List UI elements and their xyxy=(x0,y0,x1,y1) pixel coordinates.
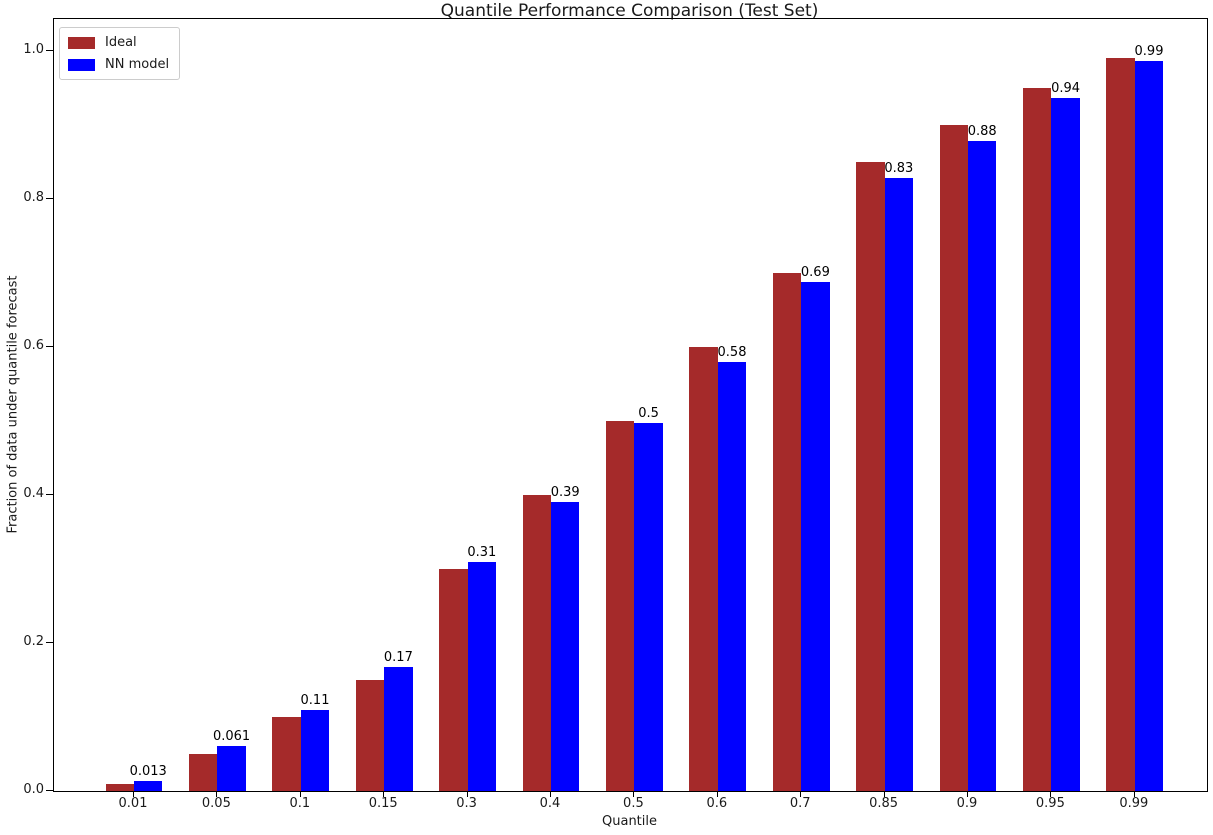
x-tick-mark-0.99 xyxy=(1133,791,1135,797)
y-tick-label-0.4: 0.4 xyxy=(23,486,44,501)
bar-ideal-0.01 xyxy=(105,783,134,791)
x-tick-mark-0.4 xyxy=(550,791,551,797)
bar-nn-model-0.1 xyxy=(300,709,330,791)
legend-swatch-nn-model xyxy=(68,58,95,71)
bar-ideal-0.95 xyxy=(1023,88,1052,791)
bar-ideal-0.99 xyxy=(1106,58,1135,791)
y-tick-mark-0.8 xyxy=(46,198,53,199)
bar-nn-model-0.3 xyxy=(467,561,496,791)
x-tick-label-0.95: 0.95 xyxy=(1035,796,1065,811)
bar-ideal-0.15 xyxy=(355,680,385,791)
bar-value-label-0.05: 0.061 xyxy=(212,728,251,744)
legend-item-ideal: Ideal xyxy=(68,35,169,50)
y-tick-mark-0.2 xyxy=(46,642,53,643)
chart-title: Quantile Performance Comparison (Test Se… xyxy=(440,1,819,21)
bar-ideal-0.05 xyxy=(189,754,218,791)
legend-item-nn-model: NN model xyxy=(68,57,169,72)
legend-swatch-ideal xyxy=(68,36,95,49)
x-tick-mark-0.5 xyxy=(633,791,635,797)
bar-nn-model-0.05 xyxy=(217,745,246,791)
x-tick-mark-0.6 xyxy=(716,791,718,797)
bar-nn-model-0.99 xyxy=(1134,60,1164,791)
x-axis-label: Quantile xyxy=(602,814,657,829)
legend: Ideal NN model xyxy=(59,27,181,80)
y-tick-label-0.0: 0.0 xyxy=(23,782,44,797)
x-tick-mark-0.1 xyxy=(299,791,301,797)
bar-value-label-0.9: 0.88 xyxy=(967,123,997,139)
bar-ideal-0.5 xyxy=(606,421,635,791)
x-tick-label-0.5: 0.5 xyxy=(623,796,644,811)
bar-value-label-0.6: 0.58 xyxy=(717,344,747,360)
y-tick-mark-0.4 xyxy=(46,494,53,495)
legend-label-nn-model: NN model xyxy=(105,57,170,72)
x-tick-mark-0.3 xyxy=(466,791,468,797)
x-tick-label-0.7: 0.7 xyxy=(789,796,811,811)
bar-ideal-0.4 xyxy=(522,495,551,791)
bar-value-label-0.4: 0.39 xyxy=(550,485,580,501)
y-tick-mark-1.0 xyxy=(46,50,53,51)
bar-value-label-0.7: 0.69 xyxy=(800,264,830,280)
bar-value-label-0.3: 0.31 xyxy=(467,544,497,560)
y-tick-mark-0.0 xyxy=(46,790,53,791)
bar-value-label-0.99: 0.99 xyxy=(1134,43,1164,59)
bar-value-label-0.01: 0.013 xyxy=(129,764,167,780)
x-tick-mark-0.15 xyxy=(383,791,385,797)
x-tick-label-0.99: 0.99 xyxy=(1119,796,1149,811)
x-tick-label-0.15: 0.15 xyxy=(368,796,398,811)
x-tick-mark-0.9 xyxy=(967,791,968,797)
bar-value-label-0.95: 0.94 xyxy=(1051,80,1081,96)
y-axis-label: Fraction of data under quantile forecast xyxy=(5,275,21,534)
bar-nn-model-0.85 xyxy=(884,178,913,791)
x-tick-mark-0.7 xyxy=(800,791,802,797)
x-tick-mark-0.85 xyxy=(883,791,885,797)
bar-nn-model-0.7 xyxy=(801,281,830,791)
x-tick-label-0.9: 0.9 xyxy=(956,796,978,811)
bar-ideal-0.6 xyxy=(689,347,718,791)
bar-ideal-0.3 xyxy=(439,569,468,791)
y-tick-mark-0.6 xyxy=(46,346,53,347)
bar-nn-model-0.5 xyxy=(634,423,663,791)
x-tick-label-0.3: 0.3 xyxy=(456,796,477,811)
legend-label-ideal: Ideal xyxy=(105,35,137,50)
bar-nn-model-0.15 xyxy=(384,666,413,791)
y-tick-label-0.2: 0.2 xyxy=(23,634,44,649)
x-tick-label-0.1: 0.1 xyxy=(289,796,311,811)
x-tick-mark-0.05 xyxy=(216,791,218,797)
y-tick-label-0.8: 0.8 xyxy=(23,190,44,205)
x-tick-mark-0.95 xyxy=(1050,791,1052,797)
bar-value-label-0.85: 0.83 xyxy=(884,161,914,177)
bar-ideal-0.85 xyxy=(856,162,885,791)
bar-nn-model-0.6 xyxy=(717,361,747,791)
bar-nn-model-0.95 xyxy=(1051,97,1080,791)
x-tick-label-0.85: 0.85 xyxy=(869,796,899,811)
bar-value-label-0.1: 0.11 xyxy=(300,692,330,708)
bar-nn-model-0.4 xyxy=(551,502,580,791)
bar-nn-model-0.9 xyxy=(968,140,997,791)
x-tick-mark-0.01 xyxy=(133,791,134,797)
plot-area: Ideal NN model 0.013 0.061 0.11 0.17 0.31 0.39… xyxy=(53,18,1208,792)
bar-nn-model-0.01 xyxy=(134,781,163,791)
bar-value-label-0.15: 0.17 xyxy=(383,649,413,665)
y-tick-label-0.6: 0.6 xyxy=(23,338,44,353)
bar-ideal-0.7 xyxy=(772,273,802,791)
x-tick-label-0.05: 0.05 xyxy=(201,796,231,811)
x-tick-label-0.01: 0.01 xyxy=(118,796,148,811)
x-tick-label-0.4: 0.4 xyxy=(539,796,561,811)
bar-value-label-0.5: 0.5 xyxy=(638,406,659,422)
y-tick-label-1.0: 1.0 xyxy=(23,42,44,57)
bar-ideal-0.9 xyxy=(939,125,968,791)
x-tick-label-0.6: 0.6 xyxy=(706,796,728,811)
bar-ideal-0.1 xyxy=(272,717,301,791)
